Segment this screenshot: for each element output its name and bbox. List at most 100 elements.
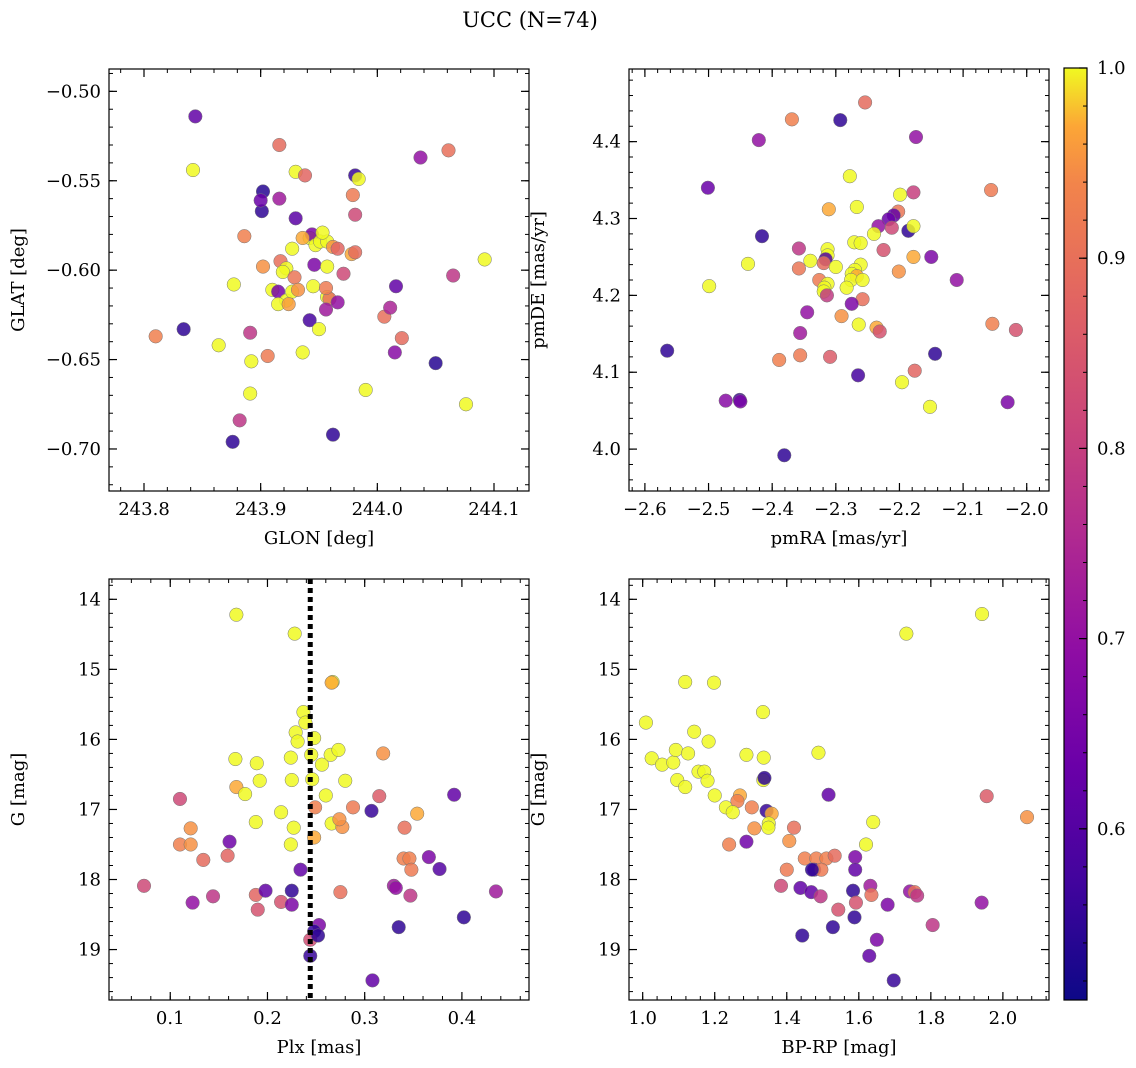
- data-point: [733, 394, 748, 409]
- data-point: [318, 788, 333, 803]
- y-tick-label: 19: [78, 940, 101, 961]
- data-point: [687, 724, 702, 739]
- x-tick-label: 1.0: [628, 1008, 657, 1029]
- data-point: [310, 928, 326, 943]
- data-point: [910, 888, 925, 903]
- x-tick-label: 1.6: [844, 1008, 873, 1029]
- data-point: [410, 806, 425, 821]
- data-point: [232, 413, 247, 428]
- data-point: [855, 272, 870, 288]
- data-point: [866, 226, 882, 241]
- data-point: [330, 295, 345, 310]
- data-point: [446, 268, 461, 283]
- data-point: [744, 800, 759, 815]
- colorbar-tick-label: 0.7: [1097, 629, 1126, 650]
- data-point: [477, 252, 492, 267]
- y-tick-label: 14: [598, 589, 621, 610]
- data-point: [831, 902, 846, 917]
- data-point: [666, 755, 681, 770]
- data-point: [845, 883, 861, 898]
- scatter-panel-3: 0.1 0.2 0.3 0.4 14 15 16 17 18 19 Plx [mas] G [mag]: [8, 578, 530, 1058]
- data-point: [338, 773, 353, 788]
- data-point: [332, 812, 347, 827]
- data-point: [345, 188, 360, 203]
- data-point: [284, 883, 299, 898]
- scatter-panel-2: −2.6 −2.5 −2.4 −2.3 −2.2 −2.1 −2.0 4.0 4.1 4.2 4.3…: [528, 68, 1050, 549]
- data-point: [893, 187, 908, 202]
- data-point: [974, 606, 990, 622]
- data-point: [899, 626, 914, 641]
- data-point: [823, 349, 838, 364]
- data-point: [825, 920, 840, 935]
- data-point: [456, 910, 471, 925]
- data-point: [336, 266, 351, 281]
- data-point: [644, 751, 659, 766]
- data-point: [325, 427, 341, 442]
- data-point: [176, 322, 191, 337]
- data-point: [811, 745, 826, 760]
- data-point: [924, 249, 939, 264]
- data-point: [284, 897, 299, 912]
- data-point: [782, 833, 797, 849]
- y-axis-label: GLAT [deg]: [8, 228, 29, 332]
- data-point: [707, 788, 722, 803]
- data-point: [281, 297, 296, 312]
- y-tick-label: 18: [78, 870, 101, 891]
- data-point: [779, 862, 794, 877]
- data-point: [324, 675, 339, 690]
- data-point: [188, 109, 203, 124]
- y-tick-label: 16: [598, 729, 621, 750]
- data-point: [858, 837, 874, 852]
- x-tick-label: 1.2: [700, 1008, 729, 1029]
- data-point: [678, 779, 693, 795]
- data-point: [274, 805, 289, 820]
- data-point: [894, 375, 910, 390]
- data-point: [297, 168, 313, 183]
- data-point: [345, 800, 361, 815]
- data-point: [678, 674, 693, 690]
- y-tick-label: 4.2: [592, 285, 621, 306]
- data-point: [739, 834, 754, 849]
- data-point: [886, 973, 901, 988]
- data-point: [394, 331, 409, 346]
- data-point: [376, 746, 391, 761]
- data-point: [803, 253, 818, 268]
- y-tick-label: 4.4: [592, 132, 621, 153]
- x-axis-label: BP-RP [mag]: [781, 1037, 896, 1058]
- data-point: [793, 325, 808, 341]
- data-point: [827, 848, 842, 863]
- data-point: [761, 820, 776, 835]
- x-tick-label: 2.0: [989, 1008, 1018, 1029]
- data-point: [283, 837, 298, 852]
- data-point: [876, 242, 891, 258]
- y-tick-label: −0.55: [46, 171, 101, 192]
- data-point: [718, 393, 733, 408]
- data-point: [295, 230, 310, 246]
- data-point: [243, 325, 258, 340]
- colorbar-tick-label: 0.8: [1097, 438, 1126, 459]
- data-point: [183, 837, 198, 852]
- data-point: [985, 316, 1000, 331]
- x-tick-label: −2.3: [814, 499, 858, 520]
- y-axis-label: pmDE [mas/yr]: [528, 211, 549, 349]
- data-point: [906, 185, 921, 200]
- data-point: [196, 852, 211, 867]
- data-point: [858, 95, 873, 110]
- data-point: [816, 256, 831, 271]
- data-point: [1019, 810, 1035, 825]
- data-point: [404, 862, 419, 877]
- figure-title: UCC (N=74): [462, 8, 598, 32]
- data-point: [853, 236, 868, 251]
- y-tick-label: 17: [78, 799, 101, 820]
- data-point: [864, 887, 879, 902]
- data-point: [880, 897, 895, 912]
- data-point: [488, 884, 503, 899]
- scatter-panel-4: 1.0 1.2 1.4 1.6 1.8 2.0 14 15 16 17 18 19 BP-RP [mag…: [528, 578, 1050, 1058]
- y-tick-label: 4.1: [592, 362, 621, 383]
- data-point: [848, 895, 863, 910]
- data-point: [183, 821, 198, 836]
- data-point: [272, 191, 287, 206]
- y-tick-label: 18: [598, 870, 621, 891]
- data-point: [795, 928, 810, 943]
